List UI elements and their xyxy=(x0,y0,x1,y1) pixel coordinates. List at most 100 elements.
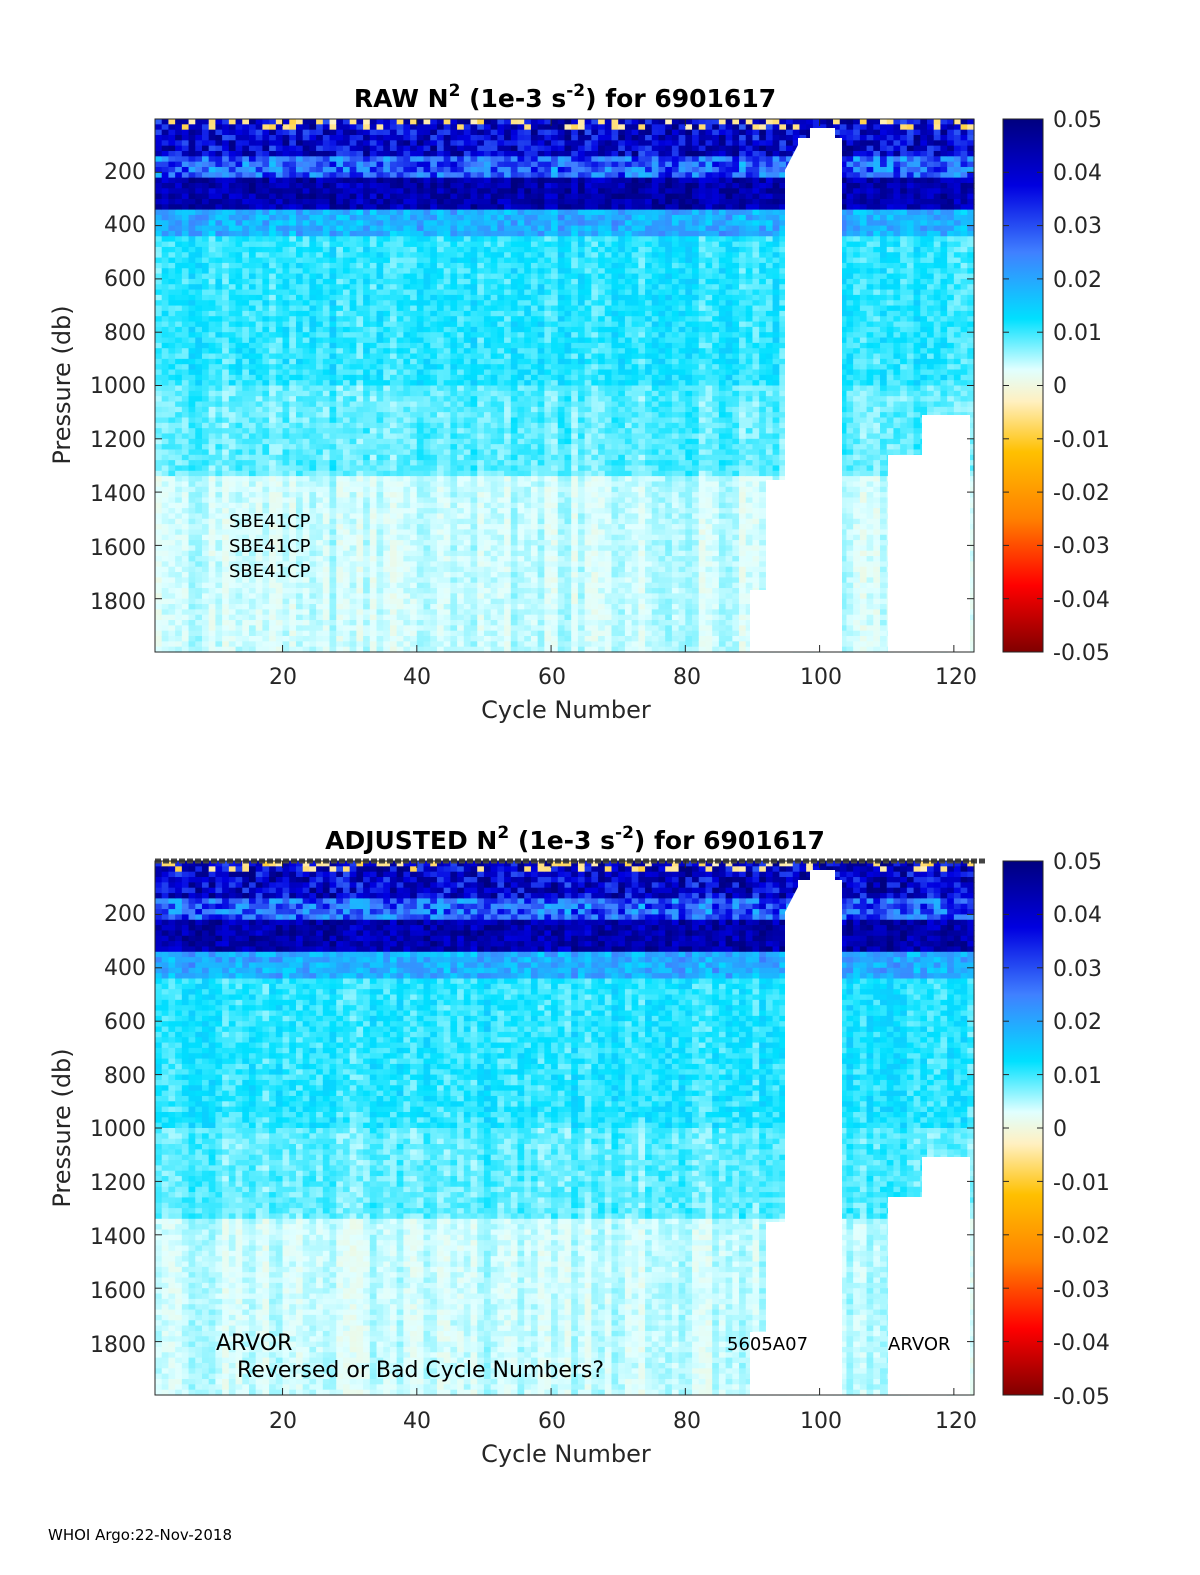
heatmap-cell xyxy=(255,641,264,648)
heatmap-cell xyxy=(383,332,391,339)
heatmap-cell xyxy=(483,390,492,397)
heatmap-cell xyxy=(269,465,277,472)
heatmap-cell xyxy=(410,380,418,387)
heatmap-cell xyxy=(322,129,331,136)
heatmap-cell xyxy=(329,620,337,626)
heatmap-cell xyxy=(302,518,310,525)
heatmap-cell xyxy=(416,481,425,488)
heatmap-cell xyxy=(483,268,492,275)
heatmap-cell xyxy=(389,273,398,280)
heatmap-cell xyxy=(309,380,317,387)
heatmap-cell xyxy=(329,406,337,413)
heatmap-cell xyxy=(389,529,398,536)
heatmap-cell xyxy=(376,481,384,488)
heatmap-cell xyxy=(403,124,411,131)
heatmap-cell xyxy=(175,172,183,179)
heatmap-cell xyxy=(342,572,351,578)
heatmap-cell xyxy=(457,316,465,323)
heatmap-cell xyxy=(262,609,270,616)
heatmap-cell xyxy=(255,188,264,195)
heatmap-cell xyxy=(255,278,264,285)
heatmap-cell xyxy=(336,524,344,531)
heatmap-cell xyxy=(222,561,230,568)
heatmap-cell xyxy=(295,140,304,147)
heatmap-cell xyxy=(222,406,230,413)
heatmap-cell xyxy=(242,422,250,429)
heatmap-cell xyxy=(369,481,378,488)
heatmap-cell xyxy=(457,204,465,211)
heatmap-cell xyxy=(336,182,344,189)
heatmap-cell xyxy=(316,294,324,301)
heatmap-cell xyxy=(181,124,190,131)
heatmap-cell xyxy=(188,348,196,355)
heatmap-cell xyxy=(269,401,277,408)
heatmap-cell xyxy=(235,497,243,504)
heatmap-cell xyxy=(336,156,344,163)
heatmap-cell xyxy=(457,540,465,546)
heatmap-cell xyxy=(443,449,451,456)
heatmap-cell xyxy=(195,364,203,371)
heatmap-cell xyxy=(228,593,237,600)
heatmap-cell xyxy=(430,428,438,435)
heatmap-cell xyxy=(155,225,163,232)
heatmap-cell xyxy=(342,620,351,626)
heatmap-cell xyxy=(175,609,183,616)
heatmap-cell xyxy=(383,284,391,291)
heatmap-cell xyxy=(282,428,290,435)
heatmap-cell xyxy=(389,609,398,616)
heatmap-cell xyxy=(155,481,163,488)
heatmap-cell xyxy=(309,497,317,504)
heatmap-cell xyxy=(235,220,243,227)
heatmap-cell xyxy=(329,641,337,648)
heatmap-cell xyxy=(255,214,264,221)
heatmap-cell xyxy=(248,342,257,349)
heatmap-cell xyxy=(309,417,317,424)
heatmap-cell xyxy=(356,433,364,440)
heatmap-cell xyxy=(342,310,351,317)
heatmap-cell xyxy=(262,150,270,157)
heatmap-cell xyxy=(389,305,398,312)
heatmap-cell xyxy=(322,428,331,435)
heatmap-cell xyxy=(175,593,183,600)
heatmap-cell xyxy=(228,348,237,355)
heatmap-cell xyxy=(309,129,317,136)
heatmap-cell xyxy=(389,582,398,589)
heatmap-cell xyxy=(322,465,331,472)
heatmap-cell xyxy=(349,198,357,205)
heatmap-cell xyxy=(255,310,264,317)
heatmap-cell xyxy=(302,476,310,483)
heatmap-cell xyxy=(356,577,364,584)
heatmap-cell xyxy=(383,214,391,221)
heatmap-cell xyxy=(161,385,170,392)
heatmap-cell xyxy=(436,278,445,285)
heatmap-cell xyxy=(376,508,384,515)
heatmap-cell xyxy=(470,625,478,632)
heatmap-cell xyxy=(181,166,190,173)
heatmap-cell xyxy=(369,326,378,333)
heatmap-cell xyxy=(269,119,277,125)
heatmap-cell xyxy=(155,636,163,642)
heatmap-cell xyxy=(423,337,431,344)
heatmap-cell xyxy=(443,337,451,344)
heatmap-cell xyxy=(201,636,210,642)
heatmap-cell xyxy=(222,609,230,616)
heatmap-cell xyxy=(457,428,465,435)
heatmap-cell xyxy=(235,348,243,355)
heatmap-cell xyxy=(396,262,404,269)
heatmap-cell xyxy=(255,236,264,243)
heatmap-cell xyxy=(403,417,411,424)
heatmap-cell xyxy=(289,444,297,451)
heatmap-cell xyxy=(396,321,404,328)
heatmap-cell xyxy=(329,337,337,344)
heatmap-cell xyxy=(483,550,492,557)
heatmap-cell xyxy=(436,401,445,408)
heatmap-cell xyxy=(483,593,492,600)
heatmap-cell xyxy=(416,316,425,323)
heatmap-cell xyxy=(329,140,337,147)
heatmap-cell xyxy=(322,433,331,440)
heatmap-cell xyxy=(457,454,465,461)
heatmap-cell xyxy=(295,545,304,552)
heatmap-cell xyxy=(269,556,277,562)
heatmap-cell xyxy=(403,145,411,152)
heatmap-cell xyxy=(275,374,284,381)
